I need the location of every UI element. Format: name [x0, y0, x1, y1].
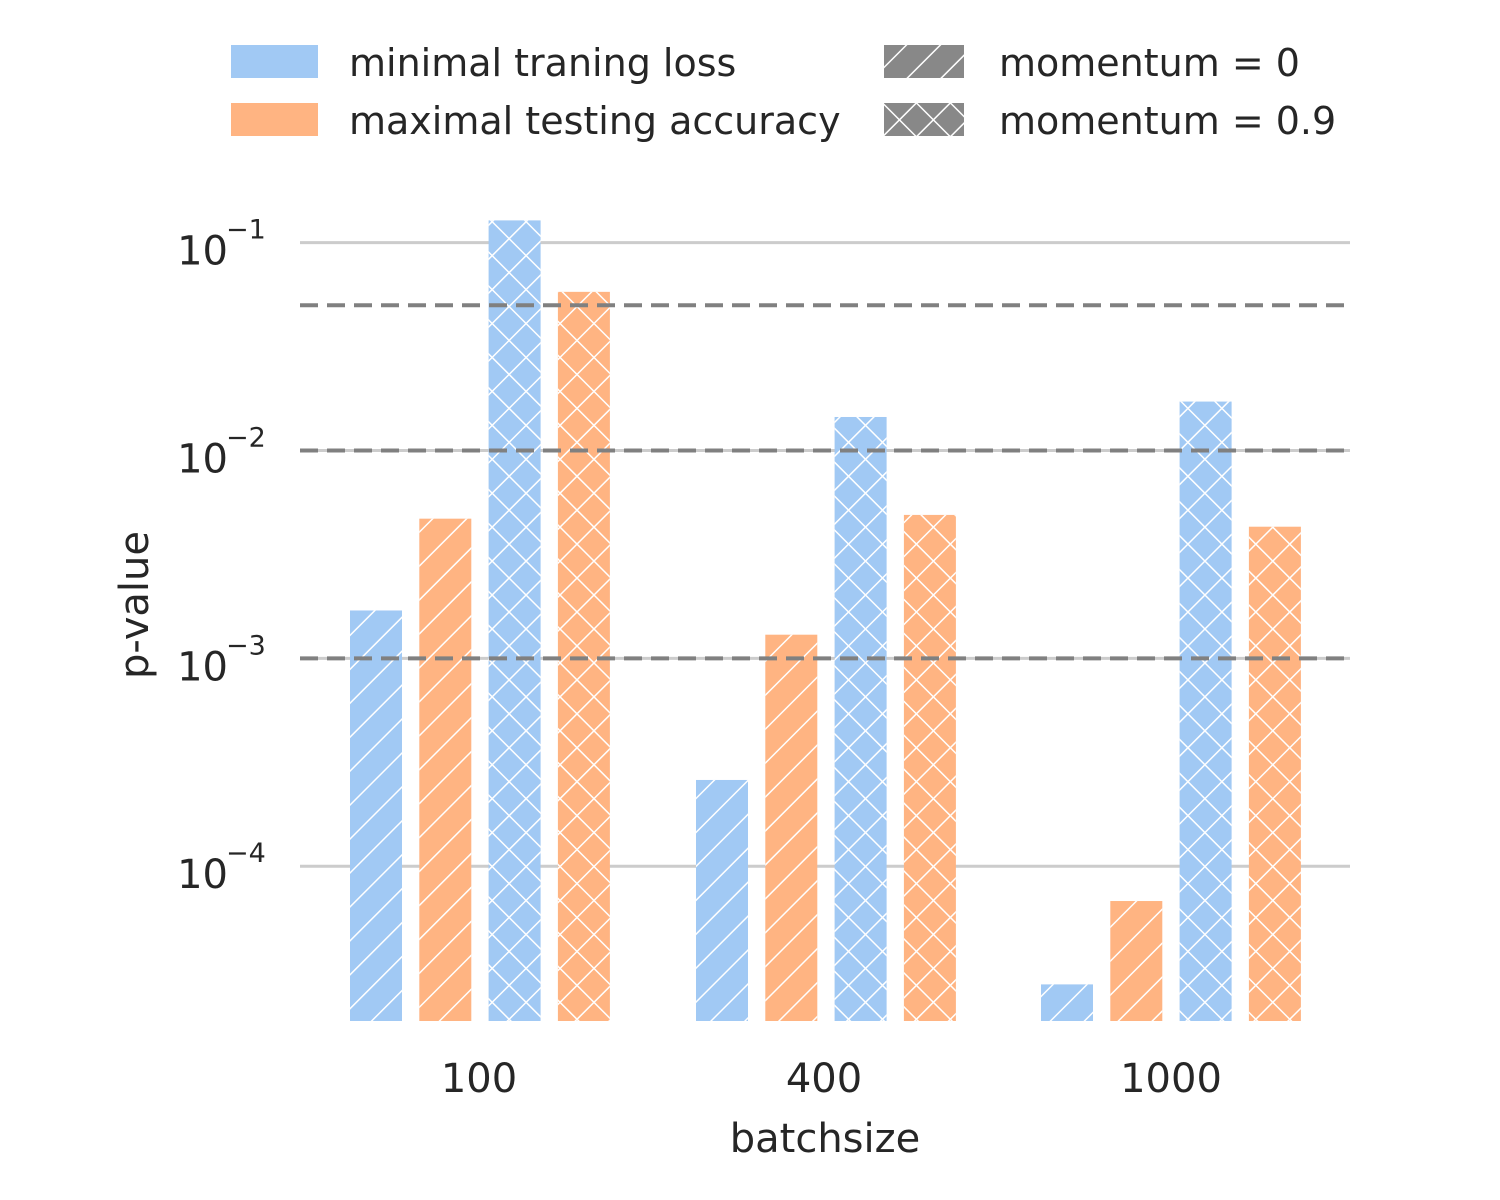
legend: minimal traning loss maximal testing accu…: [231, 41, 1336, 143]
y-tick-label: 10: [177, 644, 228, 690]
legend-swatch: [231, 45, 318, 78]
legend-hatch-swatch: [884, 45, 964, 78]
bar: [419, 518, 472, 1021]
legend-swatch: [231, 103, 318, 136]
y-axis-label: p-value: [112, 531, 158, 679]
y-tick-label: 10: [177, 852, 228, 898]
y-tick-exponent: −3: [226, 630, 266, 661]
bars: [350, 220, 1301, 1022]
legend-label: minimal traning loss: [349, 41, 736, 85]
y-tick-exponent: −1: [226, 215, 266, 246]
x-tick-label: 100: [441, 1056, 517, 1102]
y-tick-exponent: −4: [226, 838, 266, 869]
x-axis-ticks: 100 400 1000: [441, 1056, 1222, 1102]
x-axis-label: batchsize: [730, 1116, 921, 1162]
bar: [765, 634, 818, 1021]
y-tick-exponent: −2: [226, 423, 266, 454]
bar: [1248, 526, 1301, 1021]
legend-hatch-swatch: [884, 103, 964, 136]
bar: [350, 610, 402, 1021]
y-tick-label: 10: [177, 437, 228, 483]
x-tick-label: 1000: [1120, 1056, 1222, 1102]
bar: [1110, 901, 1163, 1021]
reference-lines: [300, 303, 1350, 661]
bar: [488, 220, 541, 1022]
legend-label: momentum = 0.9: [999, 99, 1336, 143]
y-axis-ticks: 10−410−310−210−1: [177, 215, 266, 899]
legend-label: maximal testing accuracy: [349, 99, 841, 143]
y-tick-label: 10: [177, 229, 228, 275]
bar: [903, 514, 956, 1021]
bar: [696, 779, 748, 1021]
legend-label: momentum = 0: [999, 41, 1300, 85]
bar: [834, 416, 887, 1021]
x-tick-label: 400: [786, 1056, 862, 1102]
bar: [1041, 984, 1093, 1021]
bar: [1179, 401, 1232, 1022]
